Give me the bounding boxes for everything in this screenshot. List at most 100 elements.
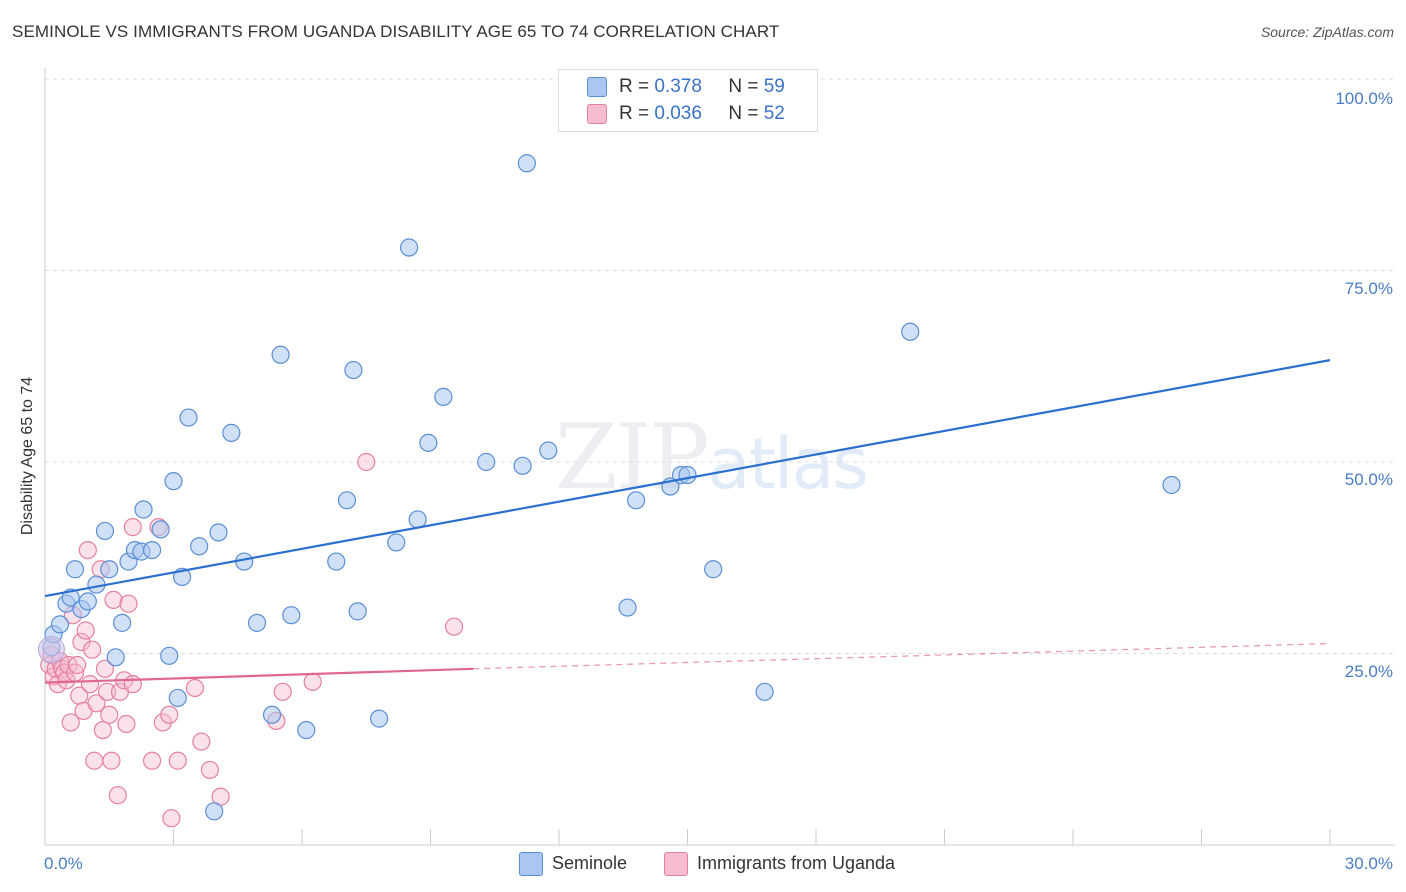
seminole-point: [151, 520, 170, 539]
n-value: 52: [763, 103, 785, 124]
seminole-point: [168, 688, 187, 708]
seminole-point: [50, 615, 70, 634]
seminole-point: [106, 648, 125, 667]
y-tick-label: 100.0%: [1335, 89, 1393, 108]
uganda-point: [83, 640, 102, 659]
x-tick-label-min: 0.0%: [44, 854, 83, 873]
uganda-point: [123, 518, 142, 537]
uganda-point: [61, 713, 80, 732]
seminole-point: [348, 602, 367, 621]
r-value: 0.036: [654, 103, 702, 124]
uganda-point: [100, 705, 119, 724]
seminole-point: [704, 560, 723, 579]
uganda-point: [303, 672, 322, 691]
uganda-point: [444, 617, 464, 636]
seminole-point: [626, 491, 646, 510]
seminole-point: [513, 456, 532, 475]
seminole-point: [262, 705, 282, 724]
uganda-point: [119, 594, 138, 613]
n-label: N =: [728, 76, 759, 97]
stats-text-seminole: R = 0.378 N = 59: [619, 76, 785, 98]
r-label: R =: [619, 76, 650, 97]
uganda-point: [200, 760, 220, 780]
seminole-point: [247, 613, 267, 632]
uganda-point: [104, 590, 123, 609]
seminole-point: [78, 592, 97, 611]
uganda-point: [357, 452, 376, 472]
uganda-point: [98, 682, 117, 701]
uganda-point: [123, 675, 142, 694]
uganda-point: [85, 751, 104, 770]
seminole-point: [61, 588, 80, 607]
stats-legend: R = 0.378 N = 59 R = 0.036 N = 52: [558, 69, 818, 132]
seminole-point: [337, 491, 357, 510]
uganda-point: [78, 540, 97, 560]
uganda-point: [76, 621, 95, 640]
seminole-point: [100, 560, 119, 579]
seminole-swatch: [587, 77, 607, 97]
seminole-point: [190, 537, 209, 556]
seminole-point: [1162, 475, 1181, 495]
stats-text-uganda: R = 0.036 N = 52: [619, 103, 785, 125]
uganda-point: [80, 675, 100, 694]
seminole-point: [95, 521, 115, 541]
seminole-point: [160, 646, 179, 665]
n-value: 59: [763, 76, 785, 97]
uganda-point: [108, 786, 127, 805]
legend-label-uganda: Immigrants from Uganda: [697, 853, 896, 873]
seminole-legend-swatch: [519, 852, 543, 876]
uganda-point: [160, 705, 179, 724]
uganda-point: [87, 694, 106, 713]
uganda-point: [102, 751, 121, 770]
seminole-point: [222, 423, 241, 442]
uganda-point: [68, 655, 87, 675]
seminole-point: [142, 540, 162, 560]
seminole-point: [327, 552, 346, 571]
legend-label-seminole: Seminole: [552, 853, 628, 873]
chart-title: SEMINOLE VS IMMIGRANTS FROM UGANDA DISAB…: [12, 22, 780, 41]
seminole-trend-line: [44, 359, 1331, 598]
source-credit: Source: ZipAtlas.com: [1260, 24, 1394, 40]
seminole-point: [282, 606, 301, 625]
seminole-point: [134, 500, 153, 519]
x-tick-label-max: 30.0%: [1345, 854, 1393, 873]
uganda-point: [117, 714, 136, 734]
seminole-point: [678, 465, 697, 485]
seminole-point: [419, 433, 438, 452]
seminole-point: [387, 533, 406, 552]
uganda-legend-swatch: [664, 852, 688, 876]
n-label: N =: [728, 103, 759, 124]
uganda-point: [192, 732, 211, 751]
seminole-point: [370, 709, 389, 728]
seminole-point: [408, 510, 427, 529]
uganda-point: [185, 678, 205, 698]
seminole-point: [344, 360, 363, 380]
seminole-point: [539, 441, 558, 460]
seminole-point: [179, 408, 198, 427]
uganda-swatch: [587, 104, 607, 124]
seminole-point: [618, 598, 637, 617]
uganda-point: [168, 751, 187, 770]
seminole-point: [209, 523, 228, 542]
uganda-trend-line: [44, 667, 474, 684]
seminole-point: [477, 452, 496, 472]
uganda-point: [142, 751, 162, 770]
r-label: R =: [619, 103, 650, 124]
uganda-trend-extrapolation: [473, 642, 1331, 670]
uganda-point: [162, 809, 181, 828]
uganda-point: [95, 659, 115, 678]
uganda-point: [273, 682, 292, 701]
seminole-point: [112, 613, 132, 632]
r-value: 0.378: [654, 76, 702, 97]
overlap-point: [37, 636, 65, 664]
watermark-atlas: atlas: [707, 423, 869, 505]
y-tick-label: 50.0%: [1345, 470, 1393, 489]
y-tick-label: 25.0%: [1345, 662, 1393, 681]
seminole-point: [901, 322, 920, 341]
seminole-point: [399, 238, 419, 257]
seminole-point: [65, 560, 85, 579]
seminole-point: [271, 345, 290, 364]
seminole-point: [517, 154, 536, 173]
seminole-point: [297, 720, 316, 740]
